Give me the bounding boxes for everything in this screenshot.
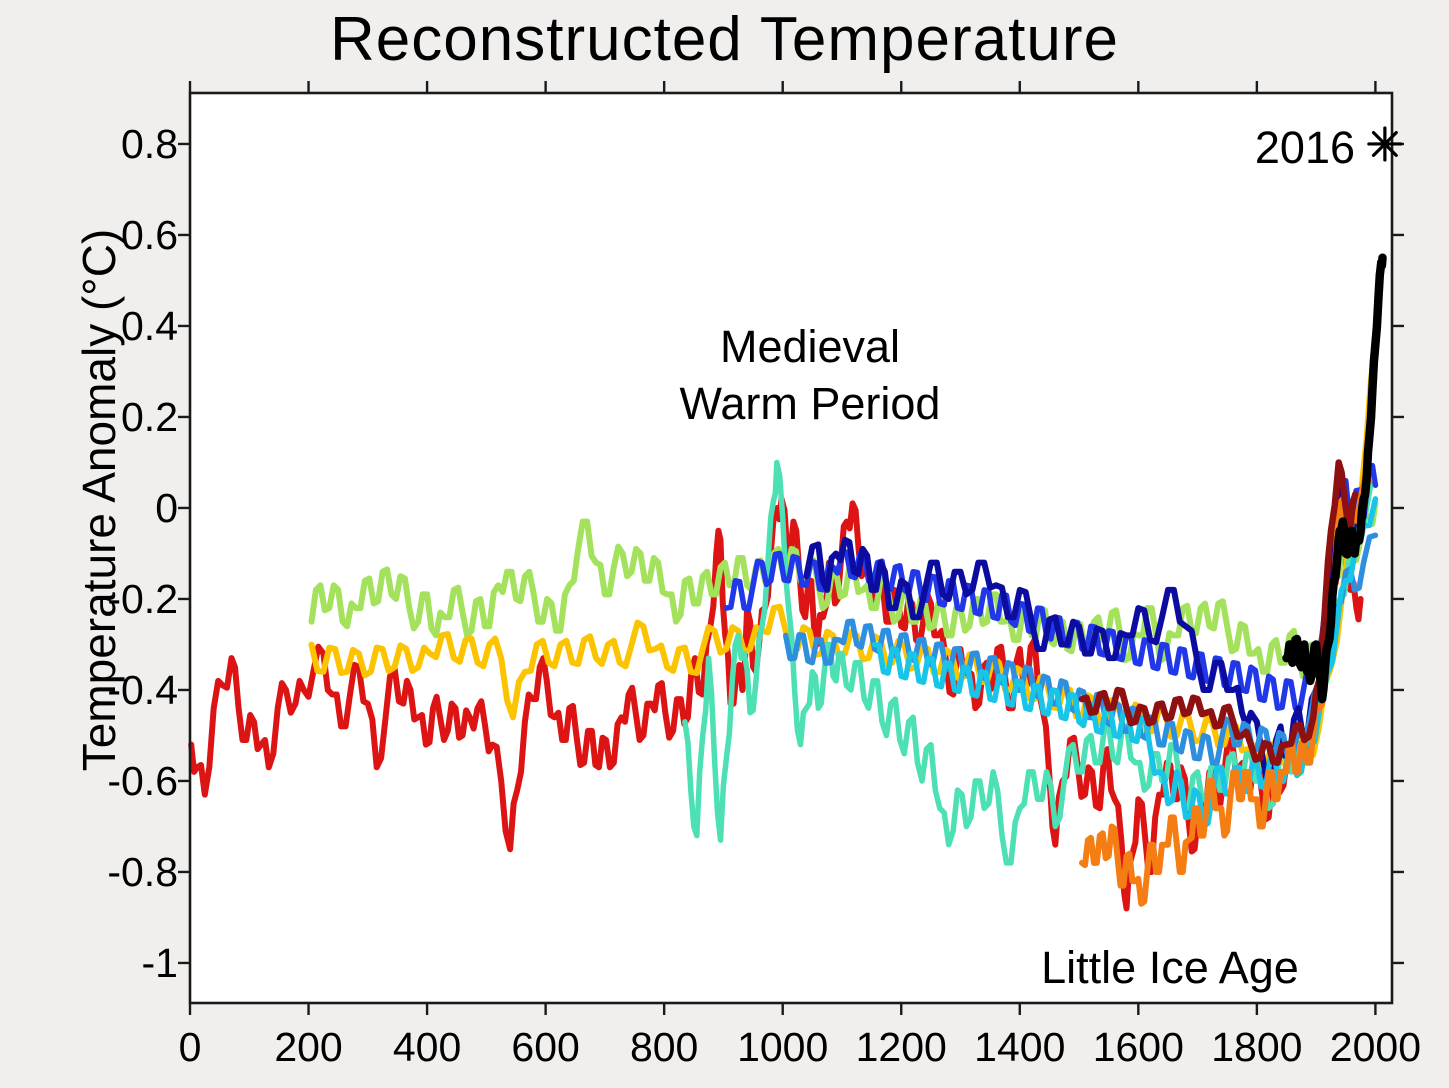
y-tick-label--0.2: -0.2 [107, 575, 178, 622]
x-tick-label-2000: 2000 [1329, 1024, 1421, 1070]
y-tick-label--0.6: -0.6 [107, 757, 178, 804]
y-tick-label-0.8: 0.8 [121, 120, 178, 167]
x-tick-label-1400: 1400 [974, 1024, 1066, 1070]
annotation-medieval-warm-period: Medieval Warm Period [679, 321, 941, 429]
reconstruction-lightgreen-line [308, 500, 1379, 680]
reconstruction-lightblue-line [782, 532, 1379, 766]
y-tick-label-0.2: 0.2 [121, 393, 178, 440]
y-tick-label-0.6: 0.6 [121, 211, 178, 258]
plot-border [188, 91, 1394, 1005]
x-tick-label-800: 800 [629, 1024, 699, 1070]
y-tick-label--1: -1 [141, 939, 178, 986]
x-tick-label-600: 600 [511, 1024, 580, 1070]
reconstruction-navy-line [803, 477, 1370, 787]
y-tick-label-0.4: 0.4 [121, 302, 178, 349]
chart-title: Reconstructed Temperature [330, 5, 1119, 74]
2016-asterisk-icon [1371, 131, 1398, 157]
x-tick-label-1600: 1600 [1092, 1024, 1184, 1070]
x-tick-label-400: 400 [392, 1024, 462, 1070]
x-tick-label-1000: 1000 [737, 1024, 829, 1070]
y-tick-label--0.8: -0.8 [107, 848, 178, 895]
x-tick-label-0: 0 [178, 1024, 202, 1070]
reconstruction-aquamarine-line [682, 459, 1379, 866]
x-tick-label-200: 200 [274, 1024, 343, 1070]
x-tick-label-1800: 1800 [1211, 1024, 1303, 1070]
annotation-little-ice-age: Little Ice Age [1041, 942, 1299, 993]
annotation-2016-label: 2016 [1254, 122, 1355, 173]
y-tick-label--0.4: -0.4 [107, 666, 178, 713]
reconstruction-orange-line [1079, 473, 1373, 907]
y-tick-label-0: 0 [155, 484, 178, 531]
instrumental-black-line [1282, 253, 1387, 704]
x-tick-label-1200: 1200 [855, 1024, 947, 1070]
